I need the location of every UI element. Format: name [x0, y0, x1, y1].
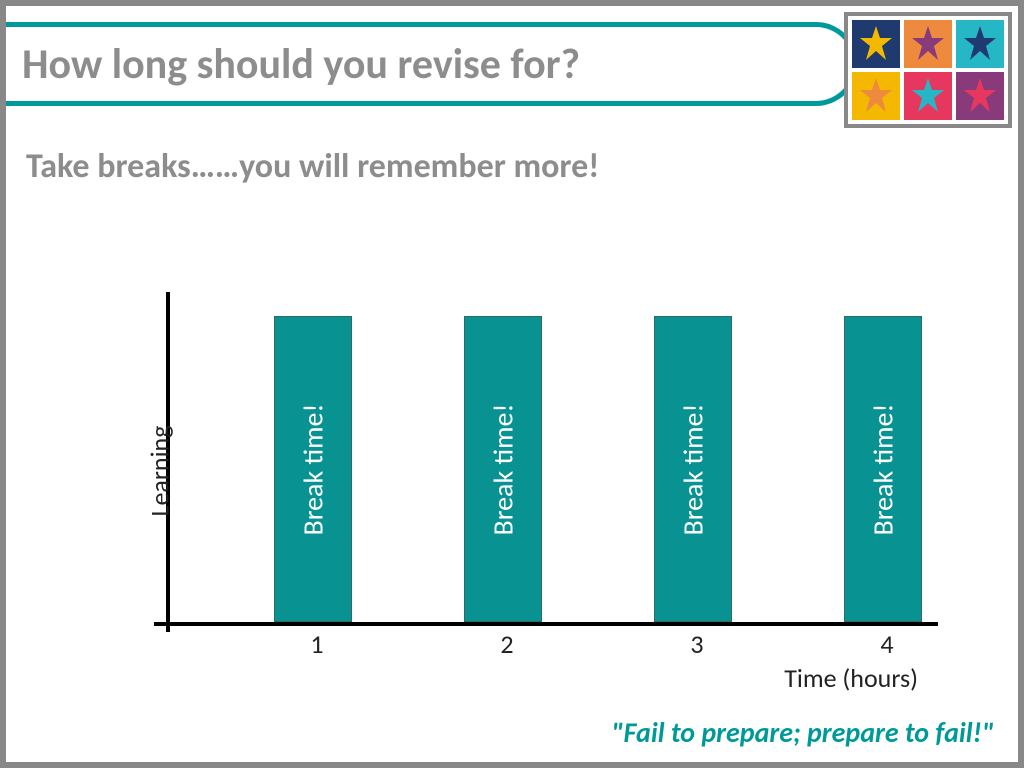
logo-grid: [844, 12, 1012, 128]
logo-cell: [852, 20, 900, 68]
bar-slot: Break time!4: [736, 316, 926, 622]
star-icon: [904, 20, 952, 68]
x-tick: 4: [848, 628, 926, 660]
logo-cell: [904, 20, 952, 68]
star-icon: [852, 72, 900, 120]
x-axis: [154, 622, 938, 626]
bar-label: Break time!: [486, 403, 521, 535]
bar-slot: Break time!1: [166, 316, 356, 622]
slide-frame: How long should you revise for? Take bre…: [0, 0, 1024, 768]
logo-cell: [904, 72, 952, 120]
bars-container: Break time!1Break time!2Break time!3Brea…: [166, 316, 926, 622]
footer-quote: "Fail to prepare; prepare to fail!": [611, 715, 994, 750]
bar: Break time!: [274, 316, 352, 622]
slide-subtitle: Take breaks……you will remember more!: [26, 146, 599, 187]
bar-label: Break time!: [866, 403, 901, 535]
logo-cell: [956, 20, 1004, 68]
bar: Break time!: [654, 316, 732, 622]
bar-slot: Break time!3: [546, 316, 736, 622]
star-icon: [852, 20, 900, 68]
x-axis-label: Time (hours): [784, 662, 918, 694]
bar-label: Break time!: [676, 403, 711, 535]
title-bar: How long should you revise for?: [6, 22, 858, 106]
logo-cell: [852, 72, 900, 120]
star-icon: [904, 72, 952, 120]
bar: Break time!: [844, 316, 922, 622]
slide-title: How long should you revise for?: [22, 39, 580, 90]
bar-label: Break time!: [296, 403, 331, 535]
star-icon: [956, 72, 1004, 120]
bar: Break time!: [464, 316, 542, 622]
learning-chart: Learning Break time!1Break time!2Break t…: [106, 316, 926, 626]
bar-slot: Break time!2: [356, 316, 546, 622]
star-icon: [956, 20, 1004, 68]
x-tick: 1: [278, 628, 356, 660]
x-tick: 2: [468, 628, 546, 660]
x-tick: 3: [658, 628, 736, 660]
logo-cell: [956, 72, 1004, 120]
